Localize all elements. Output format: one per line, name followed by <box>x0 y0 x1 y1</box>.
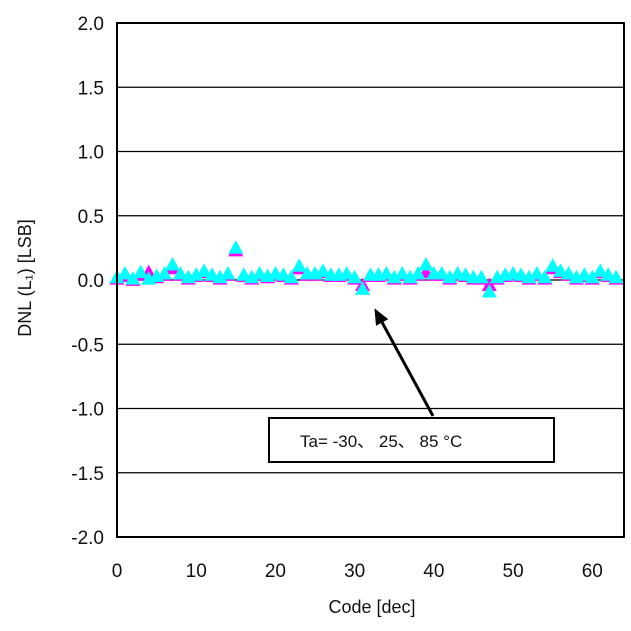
x-tick-label: 0 <box>112 561 123 582</box>
data-point-marker <box>117 265 133 280</box>
annotation-arrowhead <box>374 308 389 326</box>
x-tick-label: 10 <box>186 561 207 582</box>
data-point-marker <box>434 265 450 280</box>
data-point-marker <box>125 271 141 285</box>
x-axis-label: Code [dec] <box>328 597 415 617</box>
y-tick-label: 1.5 <box>78 78 104 99</box>
data-point-marker <box>172 265 188 280</box>
annotation-text: Ta= -30、 25、 85 °C <box>300 432 462 451</box>
data-point-marker <box>220 265 236 280</box>
x-tick-label: 60 <box>582 561 603 582</box>
data-point-marker <box>355 281 371 295</box>
data-point-marker <box>442 269 458 284</box>
data-point-marker <box>529 265 545 280</box>
y-tick-label: -2.0 <box>71 528 104 549</box>
x-tick-labels: 0 10 20 30 40 50 60 <box>112 561 603 582</box>
data-point-marker <box>188 267 204 281</box>
data-markers <box>109 240 624 298</box>
data-point-marker <box>347 269 363 284</box>
data-point-marker <box>592 263 608 277</box>
y-tick-label: 0.0 <box>78 271 104 292</box>
data-point-marker <box>418 256 434 271</box>
data-point-marker <box>521 269 537 284</box>
data-point-marker <box>283 269 299 284</box>
data-point-marker <box>608 269 624 284</box>
x-tick-label: 30 <box>344 561 365 582</box>
plot-frame <box>116 22 625 538</box>
y-tick-labels: 2.0 1.5 1.0 0.5 0.0 -0.5 -1.0 -1.5 -2.0 <box>71 14 104 549</box>
data-point-marker <box>164 256 180 271</box>
x-tick-label: 50 <box>503 561 524 582</box>
data-point-marker <box>410 265 426 280</box>
data-point-marker <box>291 258 307 272</box>
data-point-marker <box>394 265 410 280</box>
y-tick-label: -1.0 <box>71 400 104 421</box>
data-point-marker <box>481 283 497 298</box>
annotation-box <box>268 417 555 463</box>
data-point-marker <box>402 269 418 284</box>
data-point-marker <box>473 269 489 284</box>
y-tick-label: 1.0 <box>78 143 104 164</box>
y-axis-label: DNL (L₁) [LSB] <box>15 219 35 336</box>
data-point-marker <box>212 269 228 284</box>
data-point-marker <box>244 269 260 284</box>
data-point-marker <box>545 258 561 272</box>
annotation-arrow <box>380 321 435 417</box>
data-point-marker <box>537 269 553 284</box>
y-tick-label: 2.0 <box>78 14 104 35</box>
x-tick-label: 20 <box>265 561 286 582</box>
data-point-marker <box>196 263 212 277</box>
y-tick-label: -1.5 <box>71 464 104 485</box>
data-point-marker <box>157 265 173 280</box>
data-point-marker <box>561 265 577 280</box>
data-point-marker <box>133 264 149 279</box>
data-point-marker <box>315 263 331 277</box>
data-point-marker <box>386 269 402 284</box>
y-tick-label: -0.5 <box>71 335 104 356</box>
x-tick-label: 40 <box>423 561 444 582</box>
y-tick-label: 0.5 <box>78 207 104 228</box>
data-point-marker <box>378 265 394 280</box>
data-point-marker <box>228 240 244 254</box>
data-point-marker <box>584 269 600 284</box>
data-point-marker <box>339 265 355 280</box>
